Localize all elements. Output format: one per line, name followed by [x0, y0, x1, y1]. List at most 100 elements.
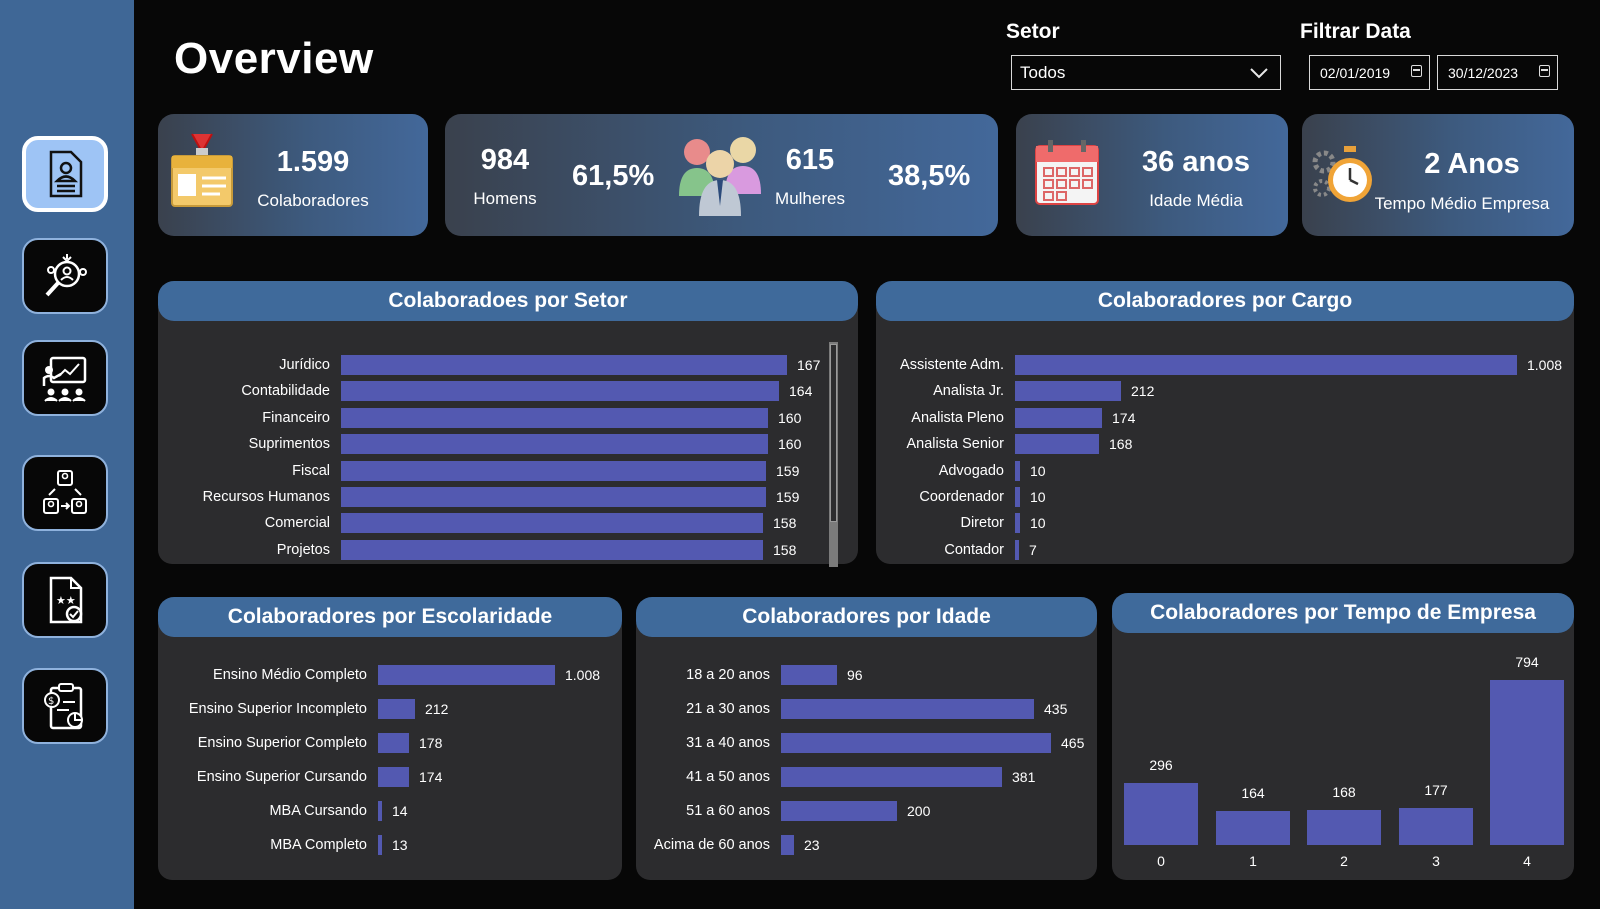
category-label: 21 a 30 anos: [686, 701, 770, 717]
data-label: 167: [797, 357, 821, 373]
data-label: 158: [773, 515, 797, 532]
kpi-mulheres-label: Mulheres: [775, 189, 845, 208]
bar[interactable]: [378, 733, 409, 753]
data-label: 168: [1109, 436, 1133, 453]
bar[interactable]: [341, 407, 768, 428]
date-end-input[interactable]: 30/12/2023: [1437, 55, 1558, 90]
category-label: Advogado: [938, 462, 1004, 479]
calendar-icon: [1035, 140, 1099, 205]
setor-dropdown[interactable]: Todos: [1011, 55, 1281, 90]
data-label: 174: [1112, 409, 1136, 426]
calendar-icon[interactable]: [1539, 65, 1550, 77]
category-label: Suprimentos: [248, 436, 330, 453]
date-start-input[interactable]: 02/01/2019: [1309, 55, 1430, 90]
people-group-icon: [679, 137, 761, 216]
category-label: Ensino Superior Cursando: [196, 769, 367, 785]
data-label: 164: [1241, 785, 1265, 801]
nav-training-button[interactable]: [22, 340, 108, 416]
bar[interactable]: [341, 355, 787, 375]
bar[interactable]: [1015, 434, 1099, 455]
presentation-icon: [42, 356, 87, 402]
bar[interactable]: [341, 513, 763, 534]
category-label: MBA Cursando: [269, 803, 367, 819]
sidebar: ★★ $: [0, 0, 134, 909]
data-label: 1.008: [1527, 357, 1563, 373]
bar[interactable]: [1015, 381, 1121, 402]
nav-payroll-button[interactable]: $: [22, 668, 108, 744]
clipboard-money-icon: $: [44, 683, 83, 730]
category-label: 18 a 20 anos: [686, 667, 770, 683]
bar[interactable]: [1307, 810, 1381, 845]
bar[interactable]: [341, 381, 779, 402]
setor-scrollbar-thumb[interactable]: [830, 344, 837, 522]
bar[interactable]: [378, 835, 382, 855]
bar[interactable]: [1124, 783, 1198, 845]
kpi-colaboradores-label: Colaboradores: [257, 191, 369, 210]
bar[interactable]: [341, 487, 766, 507]
category-label: Ensino Superior Completo: [197, 735, 367, 751]
bar[interactable]: [378, 665, 555, 685]
bar[interactable]: [781, 699, 1034, 719]
bar[interactable]: [1015, 487, 1020, 507]
nav-recruitment-button[interactable]: [22, 238, 108, 314]
data-label: 159: [776, 462, 800, 479]
calendar-icon[interactable]: [1411, 65, 1422, 77]
nav-evaluation-button[interactable]: ★★: [22, 562, 108, 638]
column[interactable]: 296 0: [1124, 610, 1198, 869]
data-label: 465: [1061, 735, 1085, 751]
data-label: 177: [1424, 782, 1448, 798]
data-label: 212: [1131, 383, 1155, 400]
bar[interactable]: [1015, 460, 1020, 481]
kpi-mulheres-pct: 38,5%: [888, 160, 971, 192]
bar[interactable]: [781, 801, 897, 821]
bar[interactable]: [1216, 811, 1290, 845]
tempo-column-chart: 296 0 164 1 168 2 177 3 794 4: [1112, 610, 1574, 880]
nav-turnover-button[interactable]: [22, 455, 108, 531]
kpi-tempo-label: Tempo Médio Empresa: [1374, 194, 1550, 213]
bar[interactable]: [1015, 539, 1019, 560]
kpi-card-idade: 36 anos Idade Média: [1016, 114, 1288, 236]
bar[interactable]: [1490, 680, 1564, 845]
bar[interactable]: [1015, 513, 1020, 534]
data-label: 160: [778, 409, 802, 426]
category-label: Analista Jr.: [933, 383, 1004, 400]
tempo-chart-title: Colaboradores por Tempo de Empresa: [1112, 593, 1574, 633]
bar[interactable]: [1399, 808, 1473, 845]
bar[interactable]: [781, 835, 794, 855]
page-title: Overview: [174, 34, 374, 83]
bar[interactable]: [341, 539, 763, 560]
category-label: Recursos Humanos: [202, 489, 330, 505]
category-label: Coordenador: [919, 489, 1004, 505]
id-document-icon: [49, 150, 83, 198]
column[interactable]: 177 3: [1399, 610, 1473, 869]
column[interactable]: 168 2: [1307, 610, 1381, 869]
data-label: 10: [1030, 462, 1046, 479]
nav-overview-button[interactable]: [22, 136, 108, 212]
bar[interactable]: [1015, 407, 1102, 428]
bar[interactable]: [781, 767, 1002, 787]
bar[interactable]: [341, 460, 766, 481]
data-label: 164: [789, 383, 813, 400]
data-label: 10: [1030, 489, 1046, 505]
bar[interactable]: [781, 733, 1051, 753]
bar[interactable]: [341, 434, 768, 455]
column[interactable]: 164 1: [1216, 610, 1290, 869]
id-badge-icon: [171, 133, 233, 207]
bar[interactable]: [378, 801, 382, 821]
bar[interactable]: [781, 665, 837, 685]
category-label: Comercial: [264, 515, 330, 532]
data-label: 96: [847, 667, 863, 683]
column[interactable]: 794 4: [1490, 610, 1564, 869]
bar[interactable]: [378, 699, 415, 719]
idade-chart-title: Colaboradores por Idade: [636, 597, 1097, 637]
data-label: 435: [1044, 701, 1068, 717]
category-label: 1: [1249, 853, 1257, 869]
category-label: Fiscal: [292, 462, 330, 479]
data-label: 160: [778, 436, 802, 453]
bar[interactable]: [378, 767, 409, 787]
kpi-mulheres-value: 615: [785, 144, 835, 176]
category-label: 2: [1340, 853, 1348, 869]
bar[interactable]: [1015, 355, 1517, 375]
category-label: Diretor: [960, 515, 1004, 532]
